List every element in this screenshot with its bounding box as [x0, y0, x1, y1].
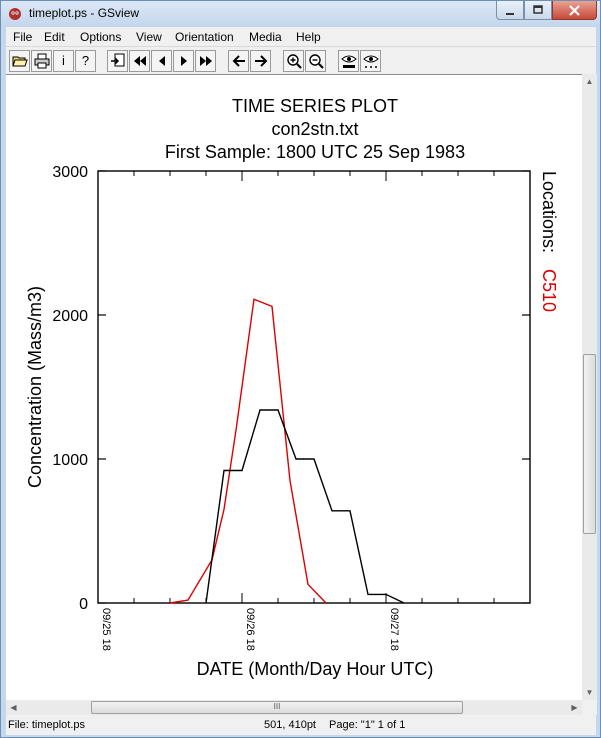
zoom-in-icon [287, 54, 302, 69]
data-series [169, 298, 405, 604]
printer-icon [34, 53, 50, 69]
menu-file[interactable]: File [13, 30, 33, 44]
menu-orientation[interactable]: Orientation [175, 30, 234, 44]
eye-text-icon [341, 55, 357, 68]
horizontal-scroll-thumb[interactable]: III [91, 701, 463, 714]
eye-graphics-icon [363, 55, 379, 68]
plot-subtitle-first-sample: First Sample: 1800 UTC 25 Sep 1983 [165, 142, 465, 162]
next-page-button[interactable] [173, 50, 194, 72]
scroll-right-arrow-icon[interactable]: ▶ [571, 703, 578, 712]
minimize-icon [506, 13, 514, 15]
scroll-up-arrow-icon[interactable]: ▲ [585, 77, 594, 86]
maximize-icon [533, 5, 543, 14]
left-arrow-icon [159, 56, 165, 66]
legend-location-c510: C510 [539, 269, 559, 312]
goto-page-button[interactable] [107, 50, 128, 72]
status-bar: File: timeplot.ps 501, 410pt Page: "1" 1… [6, 715, 596, 735]
x-axis-label: DATE (Month/Day Hour UTC) [197, 659, 434, 679]
y-tick-label: 1000 [52, 452, 88, 469]
minimize-button[interactable] [496, 1, 524, 20]
plot-frame [97, 170, 531, 604]
display-graphics-button[interactable] [360, 50, 381, 72]
zoom-out-button[interactable] [305, 50, 326, 72]
x-tick-label: 09/27 18 [388, 608, 400, 651]
previous-page-button[interactable] [151, 50, 172, 72]
series-line-c510 [169, 298, 327, 604]
display-text-button[interactable] [338, 50, 359, 72]
x-axis: 09/25 18 09/26 18 09/27 18 [97, 171, 531, 651]
back-button[interactable] [228, 50, 249, 72]
info-button[interactable]: i [53, 50, 74, 72]
title-bar[interactable]: timeplot.ps - GSview [1, 1, 600, 27]
gsview-app-icon [9, 8, 21, 20]
horizontal-scrollbar[interactable]: ◀ III ▶ [6, 700, 582, 715]
goto-page-icon [111, 53, 125, 67]
forward-button[interactable] [250, 50, 271, 72]
locations-label: Locations: [539, 171, 559, 253]
x-tick-label: 09/26 18 [244, 608, 256, 651]
x-tick-label: 09/25 18 [100, 608, 112, 651]
plot-title: TIME SERIES PLOT [232, 96, 398, 116]
toolbar: i ? [6, 46, 596, 75]
forward-arrow-icon [255, 55, 268, 67]
vertical-scroll-thumb[interactable] [583, 354, 596, 534]
document-view[interactable]: TIME SERIES PLOT con2stn.txt First Sampl… [6, 74, 582, 701]
menu-media[interactable]: Media [249, 30, 282, 44]
close-icon [569, 5, 580, 16]
close-button[interactable] [552, 1, 597, 20]
scrollbar-corner [582, 700, 597, 715]
plot-subtitle-file: con2stn.txt [271, 119, 358, 139]
scroll-left-arrow-icon[interactable]: ◀ [10, 703, 17, 712]
menu-edit[interactable]: Edit [44, 30, 65, 44]
back-arrow-icon [232, 55, 245, 67]
y-tick-label: 0 [79, 596, 88, 613]
help-button[interactable]: ? [75, 50, 96, 72]
y-axis: 0 1000 2000 3000 [52, 164, 530, 613]
menu-view[interactable]: View [136, 30, 162, 44]
menu-bar: File Edit Options View Orientation Media… [6, 27, 596, 46]
series-line-black-1 [205, 409, 405, 604]
scroll-down-arrow-icon[interactable]: ▼ [585, 688, 594, 697]
open-button[interactable] [9, 50, 30, 72]
vertical-scrollbar[interactable]: ▲ ▼ [582, 74, 597, 700]
menu-help[interactable]: Help [296, 30, 321, 44]
y-tick-label: 3000 [52, 164, 88, 181]
double-right-arrow-icon [200, 56, 212, 66]
status-page: Page: "1" 1 of 1 [329, 719, 406, 731]
double-left-arrow-icon [134, 56, 146, 66]
time-series-plot: TIME SERIES PLOT con2stn.txt First Sampl… [25, 96, 559, 679]
scroll-grip: III [273, 702, 281, 711]
right-arrow-icon [181, 56, 187, 66]
status-file: File: timeplot.ps [8, 719, 86, 731]
zoom-out-icon [309, 54, 324, 69]
window-title: timeplot.ps - GSview [29, 6, 140, 20]
menu-options[interactable]: Options [80, 30, 122, 44]
open-folder-icon [12, 56, 28, 67]
last-page-button[interactable] [195, 50, 216, 72]
zoom-in-button[interactable] [283, 50, 304, 72]
print-button[interactable] [31, 50, 52, 72]
y-axis-label: Concentration (Mass/m3) [25, 286, 45, 488]
first-page-button[interactable] [129, 50, 150, 72]
status-coords: 501, 410pt [264, 719, 316, 731]
y-tick-label: 2000 [52, 308, 88, 325]
maximize-button[interactable] [524, 1, 552, 20]
